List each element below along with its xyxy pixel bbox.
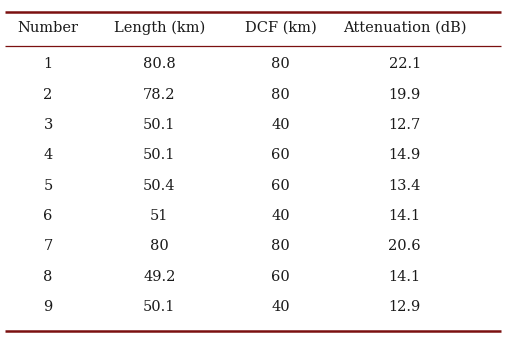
Text: Length (km): Length (km) — [114, 21, 205, 35]
Text: 80: 80 — [271, 57, 290, 71]
Text: 2: 2 — [43, 88, 53, 101]
Text: 50.1: 50.1 — [143, 118, 175, 132]
Text: DCF (km): DCF (km) — [244, 21, 316, 35]
Text: 40: 40 — [271, 300, 289, 314]
Text: 80.8: 80.8 — [143, 57, 175, 71]
Text: 60: 60 — [271, 148, 290, 162]
Text: 50.4: 50.4 — [143, 178, 175, 193]
Text: 9: 9 — [43, 300, 53, 314]
Text: 80: 80 — [271, 88, 290, 101]
Text: 5: 5 — [43, 178, 53, 193]
Text: 1: 1 — [43, 57, 53, 71]
Text: 50.1: 50.1 — [143, 300, 175, 314]
Text: 40: 40 — [271, 118, 289, 132]
Text: 60: 60 — [271, 270, 290, 284]
Text: 4: 4 — [43, 148, 53, 162]
Text: 49.2: 49.2 — [143, 270, 175, 284]
Text: 22.1: 22.1 — [388, 57, 420, 71]
Text: 80: 80 — [271, 239, 290, 253]
Text: Number: Number — [18, 21, 78, 35]
Text: 6: 6 — [43, 209, 53, 223]
Text: 51: 51 — [150, 209, 168, 223]
Text: 80: 80 — [149, 239, 169, 253]
Text: 20.6: 20.6 — [388, 239, 420, 253]
Text: Attenuation (dB): Attenuation (dB) — [342, 21, 466, 35]
Text: 7: 7 — [43, 239, 53, 253]
Text: 78.2: 78.2 — [143, 88, 175, 101]
Text: 14.1: 14.1 — [388, 270, 420, 284]
Text: 12.7: 12.7 — [388, 118, 420, 132]
Text: 50.1: 50.1 — [143, 148, 175, 162]
Text: 19.9: 19.9 — [388, 88, 420, 101]
Text: 8: 8 — [43, 270, 53, 284]
Text: 12.9: 12.9 — [388, 300, 420, 314]
Text: 13.4: 13.4 — [388, 178, 420, 193]
Text: 3: 3 — [43, 118, 53, 132]
Text: 60: 60 — [271, 178, 290, 193]
Text: 40: 40 — [271, 209, 289, 223]
Text: 14.9: 14.9 — [388, 148, 420, 162]
Text: 14.1: 14.1 — [388, 209, 420, 223]
